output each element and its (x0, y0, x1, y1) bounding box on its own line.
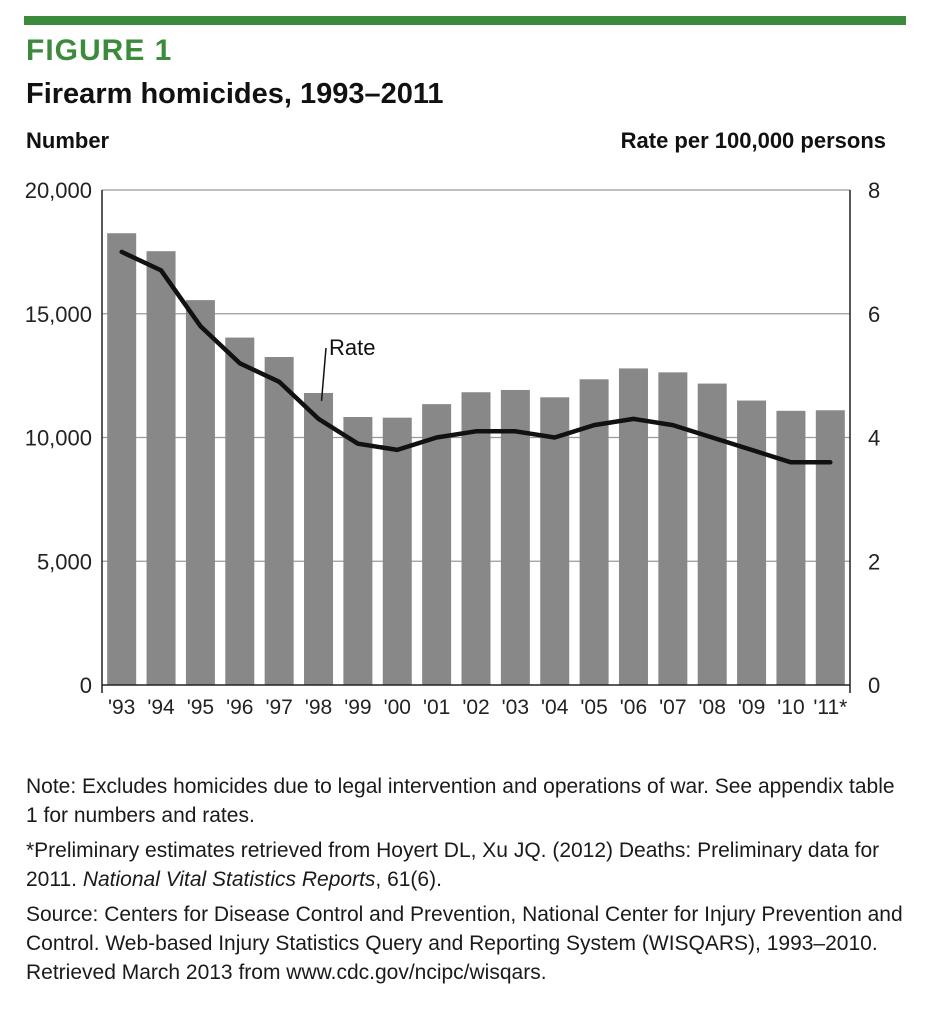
rate-annotation: Rate (329, 335, 375, 360)
x-tick-label: '99 (344, 696, 371, 719)
x-tick-label: '11* (813, 696, 847, 719)
y-tick-label-left: 5,000 (37, 549, 92, 574)
bar (107, 233, 137, 685)
x-tick-label: '09 (738, 696, 765, 719)
rate-line (119, 249, 833, 465)
y-tick-label-right: 8 (868, 178, 880, 203)
x-tick-label: '04 (541, 696, 569, 719)
combo-chart: 0 0 5,000 2 10,000 4 15,000 6 20,000 8 '93 '94 '95 '9… (25, 178, 881, 719)
y-tick-label-right: 2 (868, 549, 880, 574)
bar (461, 392, 491, 685)
bar (264, 357, 294, 685)
bar (815, 410, 845, 685)
figure-label: FIGURE 1 (26, 34, 173, 67)
x-tick-label: '97 (265, 696, 292, 719)
x-tick-label: '94 (147, 696, 175, 719)
y-tick-label-right: 0 (868, 673, 880, 698)
x-tick-label: '03 (502, 696, 529, 719)
bar (343, 417, 373, 685)
bar (146, 251, 176, 685)
x-tick-label: '06 (620, 696, 647, 719)
x-tick-label: '08 (699, 696, 726, 719)
x-tick-label: '95 (187, 696, 214, 719)
bar (304, 392, 334, 685)
bar (422, 404, 452, 685)
bar (697, 383, 727, 685)
y-tick-label-left: 0 (80, 673, 92, 698)
x-tick-label: '98 (305, 696, 332, 719)
bar (540, 397, 570, 685)
x-tick-label: '01 (423, 696, 450, 719)
footnote-journal: National Vital Statistics Reports (82, 868, 376, 891)
bar (658, 372, 688, 685)
chart-title: Firearm homicides, 1993–2011 (26, 78, 444, 110)
note-text: Note: Excludes homicides due to legal in… (26, 775, 895, 827)
x-tick-label: '93 (108, 696, 135, 719)
bar (737, 400, 767, 685)
header-rule (24, 16, 906, 25)
footnote-suffix: , 61(6). (375, 868, 442, 891)
y-axis-title-right: Rate per 100,000 persons (620, 128, 886, 153)
x-tick-label: '96 (226, 696, 253, 719)
footnote-text: *Preliminary estimates retrieved from Ho… (26, 839, 880, 891)
y-axis-title-left: Number (26, 128, 110, 153)
bar (618, 368, 648, 685)
y-tick-label-left: 10,000 (25, 426, 92, 451)
y-tick-label-left: 15,000 (25, 302, 92, 327)
bar (382, 417, 412, 685)
x-tick-label: '00 (384, 696, 411, 719)
footnote: *Preliminary estimates retrieved from Ho… (26, 836, 906, 894)
y-tick-label-right: 4 (868, 426, 880, 451)
source-text: Source: Centers for Disease Control and … (26, 903, 903, 984)
x-tick-label: '05 (580, 696, 607, 719)
x-tick-label: '02 (462, 696, 489, 719)
y-tick-label-right: 6 (868, 302, 880, 327)
bar (500, 389, 530, 685)
rate-leader-line (320, 347, 327, 402)
bar (225, 337, 255, 685)
y-tick-label-left: 20,000 (25, 178, 92, 203)
notes-block: Note: Excludes homicides due to legal in… (26, 772, 906, 993)
x-tick-label: '07 (659, 696, 686, 719)
x-tick-label: '10 (777, 696, 804, 719)
bar (776, 410, 806, 685)
bar (185, 300, 215, 685)
